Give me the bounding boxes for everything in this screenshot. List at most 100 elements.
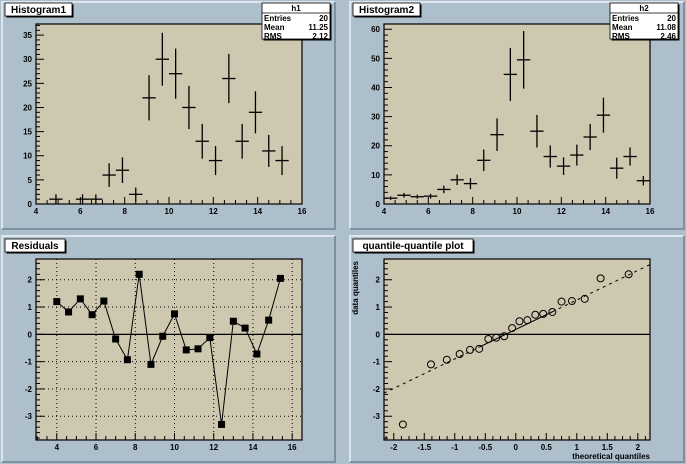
data-point — [222, 53, 236, 104]
x-tick-label: 10 — [513, 207, 522, 216]
y-axis-label: data quantiles — [351, 260, 360, 314]
plot-frame-border — [35, 23, 303, 205]
data-point — [477, 149, 491, 172]
pad-2[interactable]: 4 6 8 10 12 14 16 0 10 20 30 40 50 60 Histogram2 h2Entr… — [349, 1, 685, 230]
title-box — [4, 2, 73, 17]
data-point — [155, 32, 169, 86]
plot-title: Histogram1 — [11, 5, 66, 16]
stats-label: RMS — [612, 32, 630, 41]
data-point — [248, 91, 263, 134]
y-tick-label: 15 — [23, 128, 32, 137]
data-point — [182, 85, 196, 130]
pad-bevel-shadow — [350, 2, 685, 230]
y-tick-label: 60 — [371, 25, 380, 34]
pad-bevel-shadow — [2, 2, 336, 230]
pad-1[interactable]: 4 6 8 10 12 14 16 0 5 10 15 20 25 30 35 Histogram1 h1Ent… — [1, 1, 336, 230]
data-point-circle — [442, 355, 451, 364]
x-tick-label: 1 — [575, 443, 580, 452]
data-point — [437, 185, 451, 194]
x-tick-label: 12 — [209, 207, 218, 216]
data-point-circle — [548, 307, 557, 316]
data-point-circle — [484, 334, 493, 343]
y-tick-label: 2 — [376, 276, 381, 285]
y-tick-label: 20 — [371, 142, 380, 151]
data-point-circle — [596, 274, 605, 283]
stats-name: h1 — [291, 4, 301, 13]
data-point-square — [170, 310, 178, 318]
plot-frame — [384, 24, 650, 204]
y-tick-label: 0 — [376, 330, 381, 339]
data-point — [89, 194, 103, 204]
y-tick-label: 1 — [376, 303, 381, 312]
x-tick-label: 0.5 — [541, 443, 553, 452]
data-point-square — [159, 332, 167, 340]
data-point-square — [123, 356, 131, 364]
data-point — [423, 193, 438, 199]
stats-value: 2.46 — [660, 32, 676, 41]
stats-label: RMS — [264, 32, 282, 41]
y-tick-label: -3 — [373, 412, 381, 421]
data-point — [75, 194, 90, 204]
title-box — [352, 2, 421, 17]
y-tick-label: 0 — [376, 200, 381, 209]
pad-bevel-light — [349, 1, 684, 229]
x-tick-label: 16 — [298, 207, 307, 216]
data-point-square — [265, 316, 273, 324]
stats-value: 11.08 — [656, 23, 676, 32]
data-point — [397, 192, 411, 198]
x-tick-label: 14 — [253, 207, 262, 216]
plot-frame — [384, 259, 650, 440]
plot-frame-border — [383, 23, 651, 205]
data-point — [570, 144, 584, 166]
y-tick-label: 2 — [28, 276, 33, 285]
stats-value: 20 — [319, 14, 328, 23]
data-point — [208, 146, 223, 176]
x-tick-label: -2 — [390, 443, 398, 452]
stats-label: Entries — [612, 14, 640, 23]
data-point-square — [206, 334, 214, 342]
pad-bevel-shadow — [2, 236, 336, 463]
y-tick-label: 1 — [28, 303, 33, 312]
title-box — [352, 238, 474, 253]
stats-box-bg — [609, 2, 679, 40]
stats-value: 2.12 — [312, 32, 328, 41]
data-point — [490, 118, 504, 151]
data-point-square — [194, 345, 202, 353]
x-tick-label: 4 — [34, 207, 39, 216]
y-tick-label: 5 — [28, 176, 33, 185]
data-point — [543, 145, 557, 168]
plot-title: Histogram2 — [359, 5, 414, 16]
x-tick-label: 14 — [601, 207, 610, 216]
x-tick-label: -1.5 — [417, 443, 431, 452]
y-tick-label: 0 — [28, 330, 33, 339]
x-tick-label: 4 — [382, 207, 387, 216]
title-box — [4, 238, 66, 253]
data-point — [262, 134, 276, 167]
data-point-square — [147, 360, 155, 368]
data-point-square — [53, 298, 61, 306]
pad-4[interactable]: -2 -1.5 -1 -0.5 0 0.5 1 1.5 2-3-2-1012theoretica… — [349, 235, 685, 463]
data-point — [275, 146, 289, 176]
stats-value: 11.25 — [308, 23, 328, 32]
data-point — [463, 178, 478, 190]
x-tick-label: 16 — [288, 443, 297, 452]
data-point — [623, 147, 637, 166]
data-point-circle — [466, 345, 475, 354]
y-tick-label: 10 — [23, 152, 32, 161]
data-point-square — [65, 308, 73, 316]
data-point-circle — [624, 270, 633, 279]
data-point-circle — [455, 350, 464, 359]
data-point — [517, 30, 531, 89]
data-point-circle — [523, 316, 532, 325]
y-tick-label: 20 — [23, 103, 32, 112]
data-point — [384, 196, 398, 200]
data-point-square — [88, 311, 96, 319]
stats-label: Mean — [264, 23, 285, 32]
x-tick-label: 10 — [170, 443, 179, 452]
stats-name: h2 — [639, 4, 649, 13]
x-tick-label: 16 — [646, 207, 655, 216]
data-point-square — [229, 317, 237, 325]
y-tick-label: 10 — [371, 171, 380, 180]
